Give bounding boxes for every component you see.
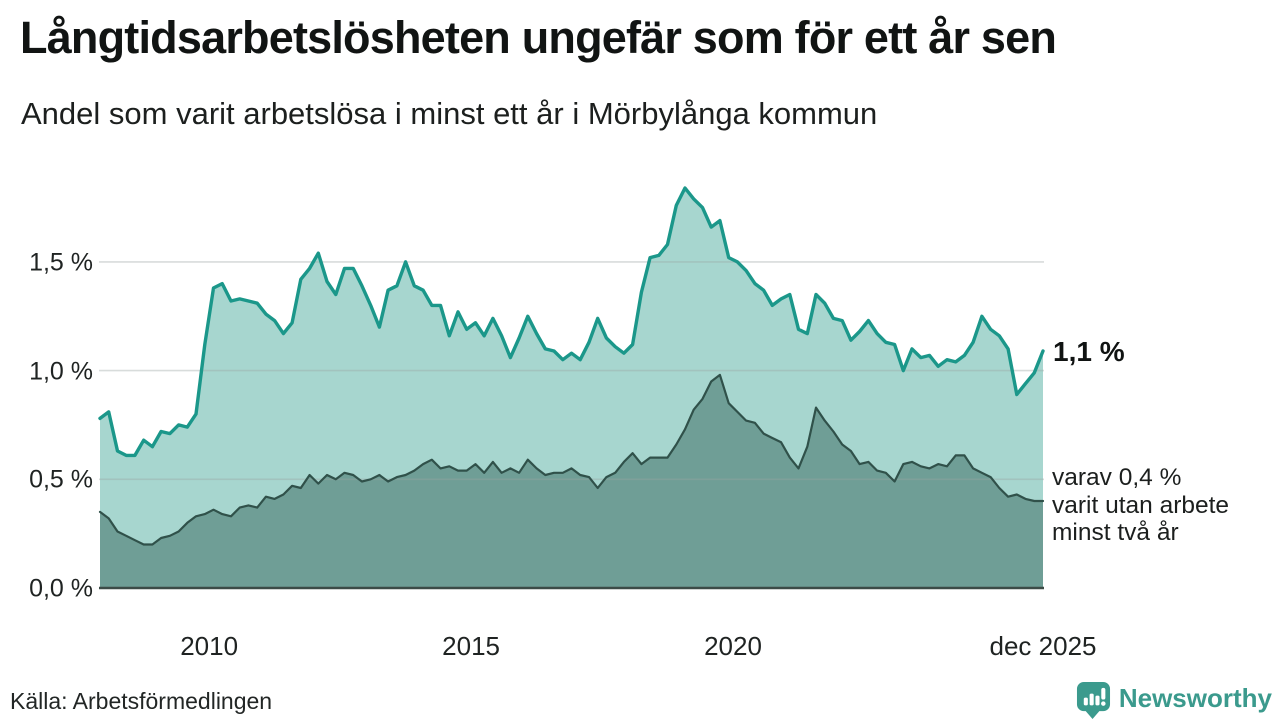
source-caption: Källa: Arbetsförmedlingen [10, 688, 273, 714]
end-value-label: 1,1 % [1053, 336, 1125, 367]
line-two-years [98, 373, 1045, 546]
x-axis-tick-label: dec 2025 [989, 631, 1097, 661]
x-axis-tick-label: 2015 [442, 631, 500, 661]
y-axis-tick-label: 0,0 % [29, 574, 93, 603]
page-subtitle: Andel som varit arbetslösa i minst ett å… [21, 96, 878, 131]
y-axis-tick-label: 1,0 % [29, 357, 93, 386]
x-axis-tick-label: 2020 [704, 631, 762, 661]
y-axis-tick-label: 1,5 % [29, 248, 93, 277]
newsworthy-logo: Newsworthy [1076, 681, 1272, 720]
end-sub-line-2: varit utan arbete [1052, 491, 1230, 519]
newsworthy-bars-icon [1076, 681, 1111, 720]
line-total [98, 186, 1045, 458]
x-axis-tick-label: 2010 [180, 631, 239, 661]
area-two-years-fill [100, 374, 1043, 588]
end-sub-value-label: varav 0,4 % varit utan arbete minst två … [1052, 464, 1229, 547]
newsworthy-wordmark: Newsworthy [1118, 683, 1272, 713]
end-sub-line-1: varav 0,4 % [1052, 464, 1182, 491]
y-axis-tick-label: 0,5 % [29, 465, 93, 494]
gridlines [99, 261, 1044, 481]
end-sub-line-3: minst två år [1052, 519, 1179, 546]
page-title: Långtidsarbetslösheten ungefär som för e… [20, 12, 1057, 63]
